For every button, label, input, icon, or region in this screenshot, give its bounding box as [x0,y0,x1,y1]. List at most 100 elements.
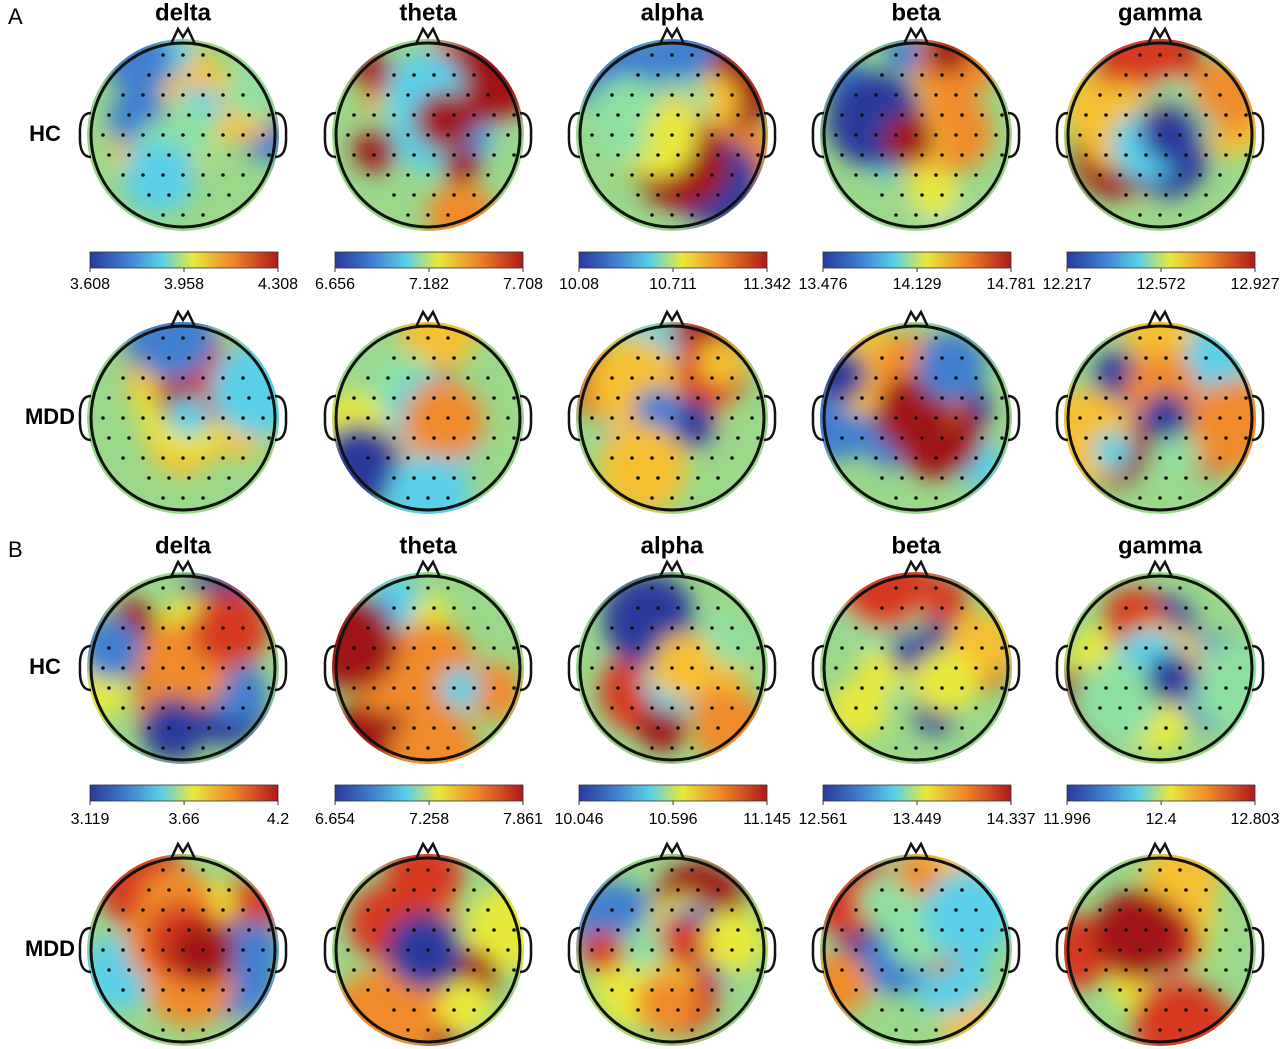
electrode [914,416,918,420]
electrode [716,396,720,400]
colorbar-tick-label: 10.596 [649,811,698,828]
electrode [366,376,370,380]
ear-left [567,394,581,442]
electrode [920,646,924,650]
electrode [630,376,634,380]
colorbar-tick-label: 14.129 [893,276,942,293]
electrode [880,396,884,400]
electrode [656,1008,660,1012]
electrode [934,746,938,750]
electrode [596,968,600,972]
electrode [121,416,125,420]
electrode [670,908,674,912]
colorbar-tick-label: 3.66 [169,811,200,828]
electrode [466,376,470,380]
electrode [472,113,476,117]
electrode [730,706,734,710]
topomap [1064,854,1256,1046]
electrode [1078,948,1082,952]
electrode [372,968,376,972]
electrode [432,606,436,610]
electrode [241,456,245,460]
colorbar [578,251,768,269]
electrode [1178,53,1182,57]
electrode [107,686,111,690]
electrode [1000,396,1004,400]
ear-right [763,926,777,974]
electrode [590,948,594,952]
electrode [1124,646,1128,650]
ear-left [323,644,337,692]
electrode [650,666,654,670]
electrode [227,476,231,480]
electrode [1084,646,1088,650]
blob [1142,392,1190,440]
electrode [1144,153,1148,157]
electrode [696,113,700,117]
electrode [426,988,430,992]
colorbar-tick-label: 13.476 [799,276,848,293]
electrode [1218,376,1222,380]
electrode [1198,948,1202,952]
electrode [1104,928,1108,932]
electrode [392,356,396,360]
electrode [472,436,476,440]
electrode [960,73,964,77]
blob [105,39,173,96]
electrode [207,606,211,610]
electrode [676,646,680,650]
electrode [834,666,838,670]
electrode [854,416,858,420]
electrode [446,213,450,217]
electrode [181,456,185,460]
electrode [730,173,734,177]
electrode [650,586,654,590]
electrode [406,586,410,590]
electrode [207,1008,211,1012]
electrode [247,686,251,690]
electrode [954,173,958,177]
electrode [452,193,456,197]
electrode [412,153,416,157]
electrode [1078,133,1082,137]
electrode [147,396,151,400]
electrode [1198,376,1202,380]
electrode [472,928,476,932]
electrode [207,646,211,650]
electrode [860,396,864,400]
electrode [1124,928,1128,932]
electrode [207,436,211,440]
ear-right [274,926,288,974]
electrode [1198,666,1202,670]
blob [925,39,971,74]
electrode [1144,686,1148,690]
electrode [650,948,654,952]
electrode [914,586,918,590]
electrode [512,396,516,400]
blob [645,105,699,160]
electrode [147,726,151,730]
electrode [161,496,165,500]
electrode [1204,193,1208,197]
electrode [954,376,958,380]
electrode [716,1008,720,1012]
electrode [900,968,904,972]
electrode [181,706,185,710]
electrode [161,456,165,460]
topomap [332,572,524,764]
electrode [900,646,904,650]
electrode [1138,416,1142,420]
electrode [1184,928,1188,932]
electrode [261,416,265,420]
ear-left [567,111,581,159]
electrode [1124,73,1128,77]
electrode [954,133,958,137]
electrode [914,666,918,670]
blob [620,927,665,971]
electrode [426,1028,430,1032]
electrode [161,626,165,630]
electrode [446,53,450,57]
electrode [1144,436,1148,440]
electrode [974,988,978,992]
electrode [630,93,634,97]
